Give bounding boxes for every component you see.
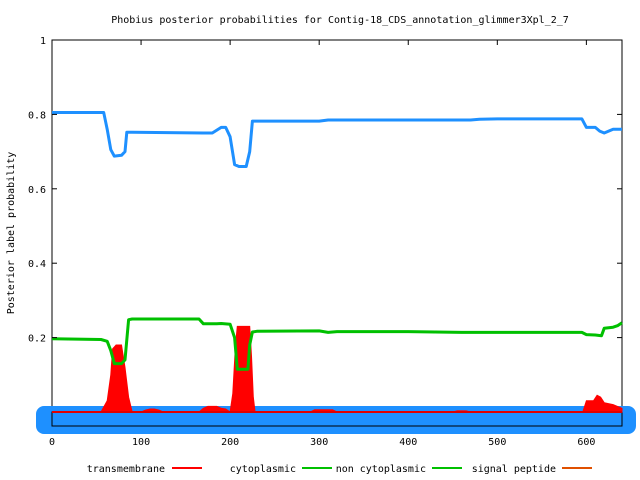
legend: transmembrane cytoplasmic non cytoplasmic s… <box>87 464 592 475</box>
x-tick-label: 0 <box>49 437 55 448</box>
x-tick-label: 400 <box>399 437 417 448</box>
x-tick-label: 100 <box>132 437 150 448</box>
legend-label-3: signal peptide <box>472 464 556 475</box>
plot-area <box>36 39 636 434</box>
y-tick-label: 0.2 <box>28 334 46 345</box>
y-tick-label: 0.4 <box>28 259 46 270</box>
y-axis: 0.2 0.4 0.6 0.8 1 <box>28 36 622 345</box>
x-tick-label: 600 <box>577 437 595 448</box>
x-tick-label: 500 <box>488 437 506 448</box>
series-non-cytoplasmic-line <box>51 317 623 371</box>
x-tick-label: 300 <box>310 437 328 448</box>
y-tick-label: 1 <box>40 36 46 47</box>
series-transmembrane-area <box>52 325 623 413</box>
legend-label-2: non cytoplasmic <box>336 464 426 475</box>
series-signal-peptide-line <box>52 111 622 168</box>
y-tick-label: 0.8 <box>28 110 46 121</box>
x-tick-label: 200 <box>221 437 239 448</box>
plot-frame <box>51 39 623 413</box>
y-tick-label: 0.6 <box>28 185 46 196</box>
x-axis: 0 100 200 300 400 500 600 <box>49 40 595 448</box>
y-axis-label: Posterior label probability <box>6 152 17 315</box>
legend-label-0: transmembrane <box>87 464 165 475</box>
legend-label-1: cytoplasmic <box>230 464 296 475</box>
chart-title: Phobius posterior probabilities for Cont… <box>111 15 569 26</box>
